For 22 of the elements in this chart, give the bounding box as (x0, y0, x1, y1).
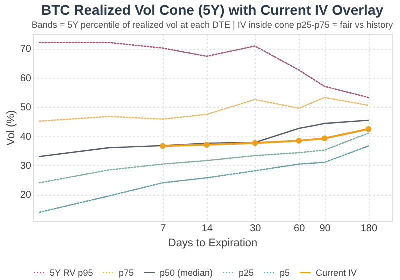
y-axis-title: Vol (%) (5, 110, 18, 146)
legend-label: Current IV (316, 268, 358, 278)
y-tick-label: 60 (20, 73, 32, 84)
legend-label: p25 (239, 268, 254, 278)
x-tick-label: 90 (320, 224, 332, 234)
x-tick-label: 14 (202, 224, 214, 234)
x-tick-label: 60 (294, 224, 306, 234)
x-tick-label: 180 (360, 224, 378, 234)
legend-label: 5Y RV p95 (50, 268, 94, 278)
x-tick-label: 7 (160, 224, 167, 234)
chart-title: BTC Realized Vol Cone (5Y) with Current IV Overlay (41, 2, 384, 18)
y-tick-label: 50 (20, 102, 32, 114)
y-tick-label: 70 (20, 44, 32, 56)
x-axis-title: Days to Expiration (168, 238, 258, 250)
legend-label: p50 (median) (160, 268, 214, 278)
legend-label: p75 (119, 268, 134, 278)
y-tick-label: 20 (20, 190, 32, 202)
legend-label: p5 (280, 268, 290, 278)
chart-subtitle: Bands = 5Y percentile of realized vol at each DTE | IV inside cone p25-p75 = fair vs history (32, 20, 394, 30)
y-tick-label: 40 (20, 132, 32, 143)
x-tick-label: 30 (250, 224, 262, 234)
y-tick-label: 30 (20, 160, 32, 172)
